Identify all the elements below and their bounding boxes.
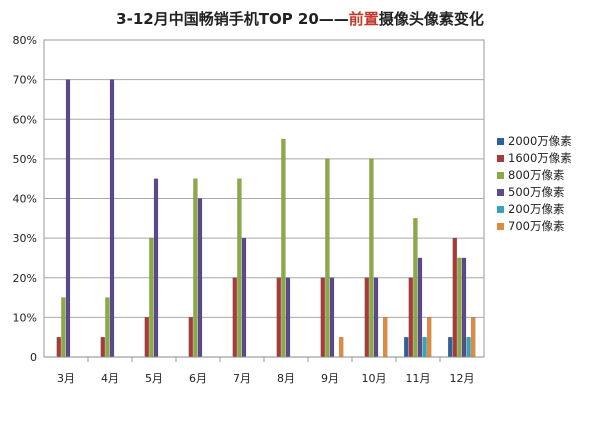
bar: [471, 317, 476, 358]
bar: [100, 336, 106, 358]
y-tick-label: 10%: [13, 311, 37, 324]
bar: [369, 158, 374, 358]
bar: [65, 79, 71, 358]
bar: [232, 277, 238, 358]
legend-swatch: [497, 189, 504, 196]
bar: [56, 336, 61, 358]
bar: [325, 158, 330, 358]
x-tick-label: 12月: [450, 372, 475, 385]
bar: [422, 336, 427, 358]
chart-title: 3-12月中国畅销手机TOP 20——前置摄像头像素变化: [116, 10, 484, 28]
bar: [364, 277, 369, 358]
legend-label: 800万像素: [508, 168, 564, 182]
legend-label: 2000万像素: [508, 134, 572, 148]
bar: [61, 297, 66, 358]
bar: [237, 178, 242, 358]
bar: [109, 79, 115, 358]
bar: [149, 237, 154, 358]
x-tick-label: 9月: [321, 372, 339, 385]
x-tick-label: 4月: [101, 372, 119, 385]
bar: [197, 198, 203, 358]
bar: [241, 237, 247, 358]
bar: [153, 178, 159, 358]
x-tick-label: 8月: [277, 372, 295, 385]
bar: [329, 277, 335, 358]
y-tick-label: 0: [30, 351, 37, 364]
bar: [448, 336, 453, 358]
bar: [373, 277, 379, 358]
legend-swatch: [497, 155, 504, 162]
title-part-1: 3-12月中国畅销手机TOP 20——: [116, 10, 349, 28]
bar: [404, 336, 409, 358]
legend-label: 1600万像素: [508, 151, 572, 165]
bar: [408, 277, 413, 358]
bar: [339, 336, 344, 358]
plot-area: 0 10% 20% 30% 40% 50% 60% 70% 80% 3月 4月 5月 6月 7月 8月 9月 1…: [13, 34, 485, 385]
bar: [427, 317, 432, 358]
y-tick-label: 70%: [13, 74, 37, 87]
legend-swatch: [497, 138, 504, 145]
y-tick-label: 60%: [13, 113, 37, 126]
legend-label: 500万像素: [508, 185, 564, 199]
x-tick-label: 3月: [57, 372, 75, 385]
bar: [466, 336, 471, 358]
bar: [383, 317, 388, 358]
bar: [281, 138, 286, 358]
bar: [276, 277, 281, 358]
legend-swatch: [497, 223, 504, 230]
bar: [320, 277, 325, 358]
x-tick-label: 10月: [362, 372, 387, 385]
legend-swatch: [497, 172, 504, 179]
bar: [452, 237, 457, 358]
y-tick-label: 30%: [13, 232, 37, 245]
x-tick-label: 11月: [406, 372, 431, 385]
bar: [457, 257, 462, 358]
bar: [461, 257, 467, 358]
y-tick-label: 80%: [13, 34, 37, 47]
bar: [285, 277, 291, 358]
bar: [413, 218, 418, 358]
bar: [193, 178, 198, 358]
legend: 2000万像素 1600万像素 800万像素 500万像素 200万像素 700万像素: [497, 134, 572, 233]
y-tick-label: 40%: [13, 193, 37, 206]
bar: [105, 297, 110, 358]
bar: [188, 317, 194, 358]
y-tick-label: 20%: [13, 272, 37, 285]
title-part-2: 摄像头像素变化: [379, 10, 484, 28]
x-tick-label: 6月: [189, 372, 207, 385]
legend-swatch: [497, 206, 504, 213]
legend-label: 700万像素: [508, 219, 564, 233]
x-tick-label: 7月: [233, 372, 251, 385]
legend-label: 200万像素: [508, 202, 564, 216]
x-tick-label: 5月: [145, 372, 163, 385]
bar: [417, 257, 423, 358]
y-tick-label: 50%: [13, 153, 37, 166]
bar: [144, 317, 150, 358]
title-part-highlight: 前置: [349, 10, 379, 28]
